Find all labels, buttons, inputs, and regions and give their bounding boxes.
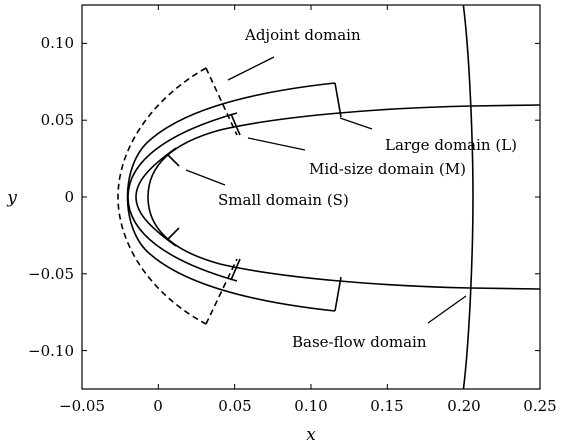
mid-domain-cap-top — [230, 113, 241, 136]
y-tick-label: 0.05 — [41, 111, 74, 129]
x-tick-label: −0.05 — [59, 397, 105, 415]
large-domain-cap-bottom — [334, 276, 342, 312]
adjoint-leader — [227, 56, 275, 81]
base-flow-domain-boundary — [462, 5, 474, 389]
large-leader — [339, 117, 373, 130]
x-tick-label: 0 — [153, 397, 163, 415]
small-leader — [185, 169, 226, 186]
airfoil-surface — [147, 104, 540, 290]
mid-domain-label: Mid-size domain (M) — [309, 160, 466, 178]
mid-leader — [247, 137, 306, 151]
large-domain-cap-top — [334, 82, 342, 118]
large-domain — [126, 82, 336, 312]
adjoint-domain — [117, 67, 207, 325]
small-domain-cap-top — [166, 153, 180, 167]
large-domain-label: Large domain (L) — [385, 136, 517, 154]
domain-geometry — [117, 5, 540, 389]
adjoint-domain-cap-bottom — [205, 258, 238, 325]
small-domain — [135, 147, 177, 247]
y-axis-label: y — [6, 188, 17, 208]
x-tick-label: 0.05 — [218, 397, 251, 415]
small-domain-label: Small domain (S) — [218, 191, 349, 209]
x-tick-label: 0.10 — [294, 397, 327, 415]
adjoint-domain-label: Adjoint domain — [244, 26, 361, 44]
base-flow-leader — [427, 295, 467, 324]
adjoint-domain-cap-top — [205, 67, 238, 136]
small-domain-cap-bottom — [166, 227, 180, 241]
mid-domain-cap-bottom — [230, 258, 241, 281]
x-tick-label: 0.15 — [370, 397, 403, 415]
x-axis-label: x — [306, 425, 316, 445]
y-tick-label: 0.10 — [41, 34, 74, 52]
x-tick-label: 0.20 — [447, 397, 480, 415]
y-tick-label: 0 — [64, 188, 74, 206]
y-tick-label: −0.05 — [28, 265, 74, 283]
y-tick-label: −0.10 — [28, 342, 74, 360]
base-flow-domain-label: Base-flow domain — [292, 333, 427, 351]
x-tick-label: 0.25 — [523, 397, 556, 415]
